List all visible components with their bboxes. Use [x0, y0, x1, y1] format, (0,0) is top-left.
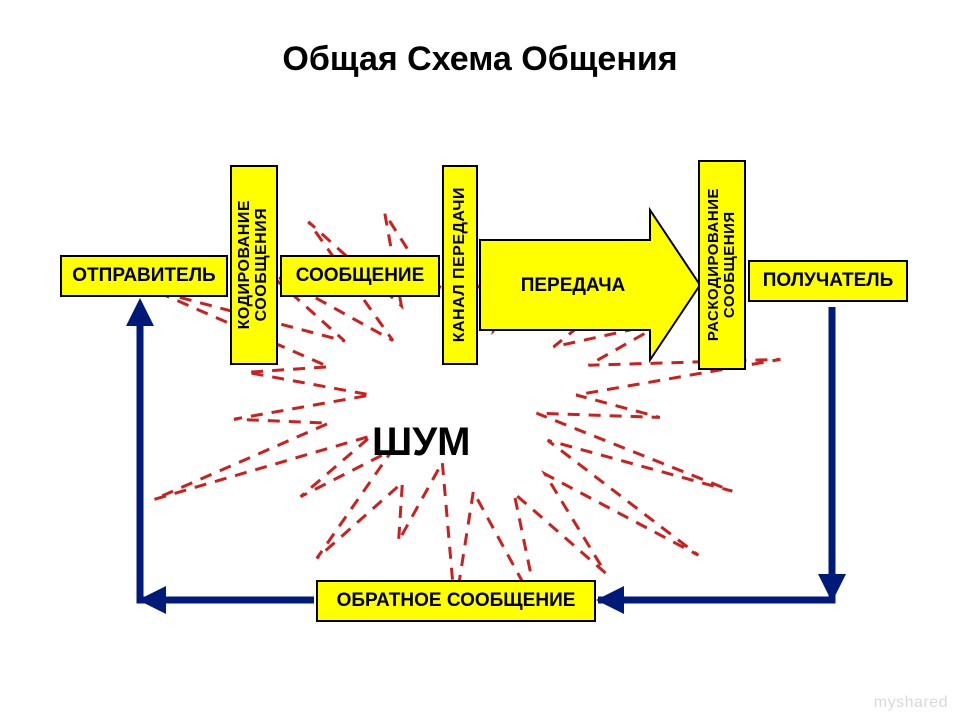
node-encode-label: КОДИРОВАНИЕ СООБЩЕНИЯ — [237, 200, 271, 329]
node-feedback: ОБРАТНОЕ СООБЩЕНИЕ — [316, 580, 596, 622]
node-channel: КАНАЛ ПЕРЕДАЧИ — [442, 165, 478, 365]
node-message: СООБЩЕНИЕ — [280, 255, 440, 297]
node-message-label: СООБЩЕНИЕ — [296, 265, 425, 287]
node-decode-label: РАСКОДИРОВАНИЕ СООБЩЕНИЯ — [706, 188, 738, 341]
node-receiver-label: ПОЛУЧАТЕЛЬ — [763, 270, 894, 292]
noise-label: ШУМ — [372, 420, 470, 465]
watermark: myshared — [874, 694, 948, 712]
node-sender: ОТПРАВИТЕЛЬ — [60, 255, 228, 297]
node-decode: РАСКОДИРОВАНИЕ СООБЩЕНИЯ — [698, 160, 746, 370]
node-encode: КОДИРОВАНИЕ СООБЩЕНИЯ — [230, 165, 278, 365]
transfer-label: ПЕРЕДАЧА — [521, 275, 626, 296]
node-receiver: ПОЛУЧАТЕЛЬ — [748, 260, 908, 302]
node-channel-label: КАНАЛ ПЕРЕДАЧИ — [452, 187, 469, 342]
diagram-title: Общая Схема Общения — [0, 40, 960, 79]
transfer-arrow — [480, 210, 700, 360]
node-sender-label: ОТПРАВИТЕЛЬ — [72, 265, 215, 287]
node-feedback-label: ОБРАТНОЕ СООБЩЕНИЕ — [337, 590, 576, 612]
